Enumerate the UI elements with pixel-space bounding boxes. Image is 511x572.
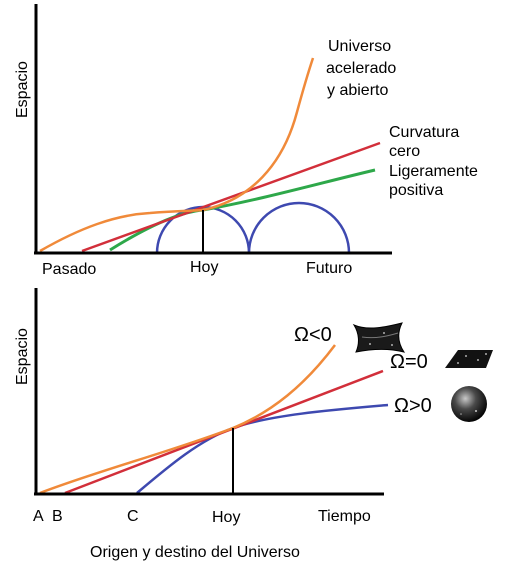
label-omega-eq: Ω=0 [390, 351, 428, 373]
label-ligeramente: Ligeramente [389, 163, 478, 180]
label-omega-gt: Ω>0 [394, 395, 432, 417]
label-y-abierto: y abierto [327, 82, 388, 99]
label-curvatura: Curvatura [389, 124, 459, 141]
label-b: B [52, 508, 63, 525]
top-panel: Espacio Pasado Hoy Futuro Universo acele… [14, 4, 478, 278]
zero-curvature-curve [81, 141, 381, 253]
label-cero: cero [389, 143, 420, 160]
omega-lt-curve [39, 344, 336, 495]
accelerated-curve [39, 57, 315, 253]
sphere-icon [451, 386, 487, 422]
flat-sheet-icon [445, 350, 493, 368]
bottom-y-axis-label: Espacio [14, 328, 31, 385]
label-hoy-bottom: Hoy [212, 509, 240, 526]
top-y-axis-label: Espacio [14, 61, 31, 118]
label-universo: Universo [328, 38, 391, 55]
label-pasado: Pasado [42, 261, 96, 278]
figure-caption: Origen y destino del Universo [90, 544, 300, 561]
label-tiempo: Tiempo [318, 508, 371, 525]
bottom-panel: Espacio A B C Hoy Tiempo Ω<0 Ω=0 Ω>0 [14, 288, 493, 526]
label-futuro: Futuro [306, 260, 352, 277]
label-acelerado: acelerado [326, 60, 396, 77]
slightly-positive-curve [109, 168, 376, 252]
label-hoy-top: Hoy [190, 259, 218, 276]
saddle-icon [352, 322, 406, 353]
label-c: C [127, 508, 139, 525]
label-omega-lt: Ω<0 [294, 324, 332, 346]
label-positiva: positiva [389, 182, 443, 199]
label-a: A [33, 508, 44, 525]
